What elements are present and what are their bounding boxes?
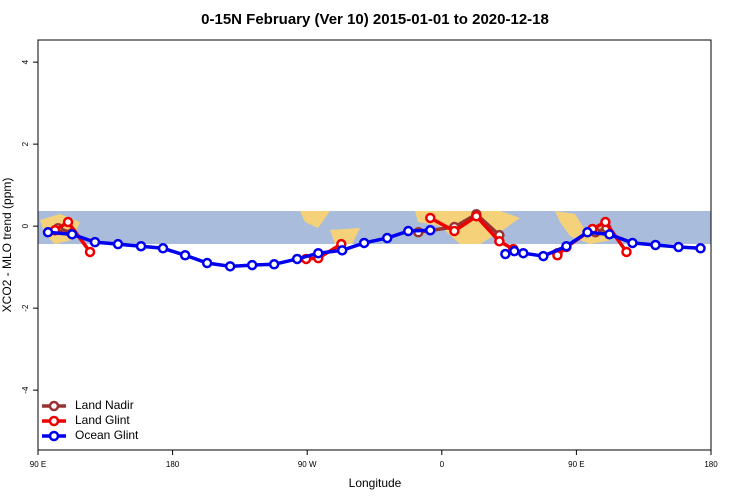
data-point bbox=[112, 238, 124, 250]
data-point bbox=[600, 216, 611, 228]
data-point bbox=[425, 212, 436, 224]
data-point bbox=[62, 216, 74, 228]
data-point bbox=[224, 261, 236, 272]
data-point bbox=[425, 224, 436, 236]
data-point bbox=[650, 239, 661, 251]
data-point bbox=[449, 225, 460, 237]
data-point bbox=[246, 259, 258, 271]
data-point bbox=[336, 245, 348, 256]
data-point bbox=[135, 240, 147, 252]
data-point bbox=[179, 250, 191, 261]
legend-label: Ocean Glint bbox=[75, 428, 139, 442]
data-point bbox=[313, 247, 324, 259]
data-point bbox=[381, 232, 393, 244]
data-point bbox=[84, 246, 96, 258]
x-axis-label: Longitude bbox=[349, 476, 402, 490]
data-point bbox=[561, 240, 572, 252]
legend-marker bbox=[48, 415, 60, 427]
data-point bbox=[627, 237, 638, 249]
data-point bbox=[42, 227, 54, 238]
legend-label: Land Nadir bbox=[75, 398, 134, 412]
x-tick-label: 0 bbox=[440, 460, 445, 469]
data-point bbox=[66, 229, 78, 240]
x-tick-label: 90 W bbox=[298, 460, 317, 469]
legend-label: Land Glint bbox=[75, 413, 130, 427]
data-point bbox=[582, 227, 593, 238]
y-tick-label: -2 bbox=[21, 304, 30, 312]
data-point bbox=[268, 259, 280, 270]
plot-frame bbox=[37, 39, 712, 451]
x-tick-label: 180 bbox=[166, 460, 180, 469]
data-point bbox=[358, 237, 370, 249]
y-axis-label: XCO2 - MLO trend (ppm) bbox=[0, 178, 14, 313]
x-tick-label: 90 E bbox=[30, 460, 46, 469]
data-point bbox=[673, 241, 684, 253]
data-point bbox=[471, 211, 482, 222]
y-tick-label: 4 bbox=[21, 59, 30, 64]
data-point bbox=[538, 250, 549, 262]
y-tick-label: 0 bbox=[21, 223, 30, 228]
data-point bbox=[201, 257, 213, 269]
data-point bbox=[695, 243, 706, 254]
y-tick-label: -4 bbox=[21, 386, 30, 394]
data-point bbox=[604, 229, 615, 240]
data-point bbox=[291, 253, 303, 265]
data-point bbox=[89, 236, 101, 248]
data-point bbox=[500, 248, 511, 260]
y-tick-label: 2 bbox=[21, 141, 30, 146]
legend-marker bbox=[48, 430, 60, 442]
data-point bbox=[518, 247, 529, 259]
data-point bbox=[157, 243, 169, 254]
chart-title: 0-15N February (Ver 10) 2015-01-01 to 20… bbox=[201, 11, 549, 28]
data-point bbox=[494, 236, 505, 247]
data-point bbox=[509, 245, 520, 257]
data-point bbox=[621, 246, 632, 258]
legend-marker bbox=[48, 400, 60, 412]
x-tick-label: 90 E bbox=[568, 460, 584, 469]
data-point bbox=[403, 225, 414, 237]
x-tick-label: 180 bbox=[704, 460, 718, 469]
